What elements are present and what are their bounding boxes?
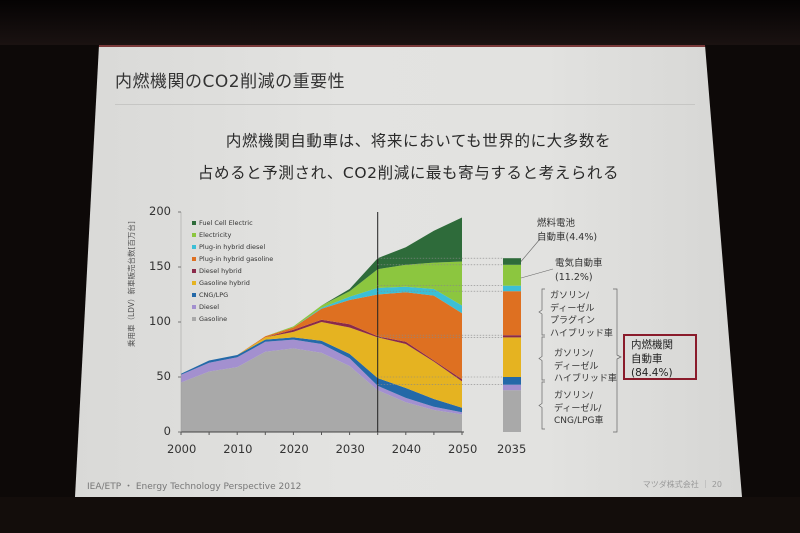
annotation-text: ガソリン/ <box>554 349 594 359</box>
y-axis-label: 乗用車（LDV）新車販売台数[百万台] <box>127 221 136 347</box>
bracket-hybrid <box>538 336 545 381</box>
bar-2035-segment-cng-lpg <box>503 377 521 385</box>
company-page-number: マツダ株式会社 ｜ 20 <box>642 480 722 489</box>
area-plug-in-hybrid-gasoline <box>181 292 462 380</box>
title-divider <box>115 104 695 105</box>
bracket-phev <box>538 288 545 336</box>
legend-swatch-icon <box>192 233 196 237</box>
bar-2035-segment-phev-diesel <box>503 285 521 292</box>
legend-label: Diesel hybrid <box>199 267 242 275</box>
annotation-text: (11.2%) <box>555 272 593 283</box>
annotation-text: プラグイン <box>550 316 596 326</box>
bracket-conventional <box>538 381 545 430</box>
legend-item: Plug-in hybrid gasoline <box>192 255 273 263</box>
annotation-text: 燃料電池 <box>537 218 576 229</box>
y-tick-label: 200 <box>149 204 171 218</box>
bar-2035-segment-gasoline-hybrid <box>503 337 521 377</box>
area-gasoline-hybrid <box>181 322 462 408</box>
area-plug-in-hybrid-diesel <box>181 286 462 374</box>
annotation-text: 自動車(4.4%) <box>537 232 598 243</box>
x-tick-label: 2030 <box>335 442 365 456</box>
annotation-text: ハイブリッド車 <box>550 328 613 339</box>
area-gasoline <box>181 348 462 432</box>
legend-swatch-icon <box>192 245 196 249</box>
leader-line-electric <box>520 268 554 279</box>
legend-swatch-icon <box>192 221 196 225</box>
source-citation: IEA/ETP ・ Energy Technology Perspective … <box>87 482 302 492</box>
legend-swatch-icon <box>192 305 196 309</box>
legend-label: Electricity <box>199 231 232 239</box>
legend-swatch-icon <box>192 257 196 261</box>
bar-2035-segment-diesel <box>503 384 521 391</box>
bar-2035-segment-electricity <box>503 264 521 286</box>
bar-2035-segment-fuel-cell <box>503 258 521 265</box>
y-tick-label: 150 <box>149 259 171 273</box>
legend-label: Gasoline <box>199 315 228 323</box>
annotation-text: ガソリン/ <box>554 391 594 401</box>
slide-subtitle-line-1: 内燃機関自動車は、将来においても世界的に大多数を <box>225 132 612 150</box>
annotation-text: ディーゼル <box>554 361 599 372</box>
area-cng-lpg <box>181 337 462 413</box>
bracket-ice-total <box>613 288 622 433</box>
annotation-conventional: ガソリン/ ディーゼル/ CNG/LPG車 <box>554 390 603 428</box>
stacked-area-chart <box>178 211 622 435</box>
annotation-text: ディーゼル <box>550 303 595 314</box>
slide-subtitle-line-2: 占めると予測され、CO2削減に最も寄与すると考えられる <box>197 164 620 182</box>
legend-label: Plug-in hybrid diesel <box>199 243 266 251</box>
legend-item: Electricity <box>192 231 231 239</box>
legend-item: Fuel Cell Electric <box>192 219 253 227</box>
legend-swatch-icon <box>192 269 196 273</box>
projector-dark-background-top <box>0 0 800 45</box>
callout-text: 自動車 <box>631 353 663 365</box>
x-tick-label: 2050 <box>448 442 478 456</box>
legend-item: Gasoline <box>192 315 227 323</box>
area-electricity <box>181 261 462 374</box>
legend-item: CNG/LPG <box>192 291 228 299</box>
legend-label: Plug-in hybrid gasoline <box>199 255 274 263</box>
annotation-phev: ガソリン/ ディーゼル プラグイン ハイブリッド車 <box>550 290 613 340</box>
callout-text: 内燃機関 <box>631 339 673 351</box>
slide-title: 内燃機関のCO2削減の重要性 <box>115 72 346 92</box>
legend-swatch-icon <box>192 293 196 297</box>
callout-text: (84.4%) <box>631 367 673 379</box>
legend-item: Diesel hybrid <box>192 267 242 275</box>
annotation-text: ディーゼル/ <box>554 403 602 414</box>
legend-item: Diesel <box>192 303 219 311</box>
x-tick-label: 2040 <box>391 442 422 456</box>
annotation-electric: 電気自動車 (11.2%) <box>555 257 603 285</box>
area-fuel-cell-electric <box>181 217 462 374</box>
annotation-fuel-cell: 燃料電池 自動車(4.4%) <box>537 217 597 245</box>
leader-line-fuel-cell <box>520 238 541 262</box>
bar-2035-label: 2035 <box>497 442 527 456</box>
projector-dark-background-bottom <box>0 497 800 533</box>
bar-2035-segment-phev-gasoline <box>503 291 521 336</box>
legend-item: Gasoline hybrid <box>192 279 250 287</box>
presentation-slide: 内燃機関のCO2削減の重要性 内燃機関自動車は、将来においても世界的に大多数を … <box>75 45 742 497</box>
legend-label: Gasoline hybrid <box>199 279 250 287</box>
legend-swatch-icon <box>192 281 196 285</box>
y-tick-label: 50 <box>156 369 171 383</box>
annotation-text: CNG/LPG車 <box>554 416 604 426</box>
legend-item: Plug-in hybrid diesel <box>192 243 265 251</box>
annotation-text: 電気自動車 <box>555 258 603 269</box>
ice-share-callout: 内燃機関 自動車 (84.4%) <box>623 334 697 380</box>
x-tick-label: 2010 <box>223 442 253 456</box>
x-tick-label: 2020 <box>279 442 309 456</box>
legend-label: CNG/LPG <box>199 291 229 299</box>
bar-2035-segment-diesel-hybrid <box>503 335 521 338</box>
legend-swatch-icon <box>192 317 196 321</box>
annotation-hybrid: ガソリン/ ディーゼル ハイブリッド車 <box>554 348 617 386</box>
legend-label: Diesel <box>199 303 220 311</box>
y-tick-label: 0 <box>163 424 171 438</box>
annotation-text: ハイブリッド車 <box>554 374 617 384</box>
annotation-text: ガソリン/ <box>550 291 590 301</box>
x-tick-label: 2000 <box>167 442 197 456</box>
bar-2035-segment-gasoline <box>503 390 521 432</box>
y-tick-label: 100 <box>149 314 171 328</box>
area-diesel <box>181 339 462 415</box>
legend-label: Fuel Cell Electric <box>199 219 253 227</box>
